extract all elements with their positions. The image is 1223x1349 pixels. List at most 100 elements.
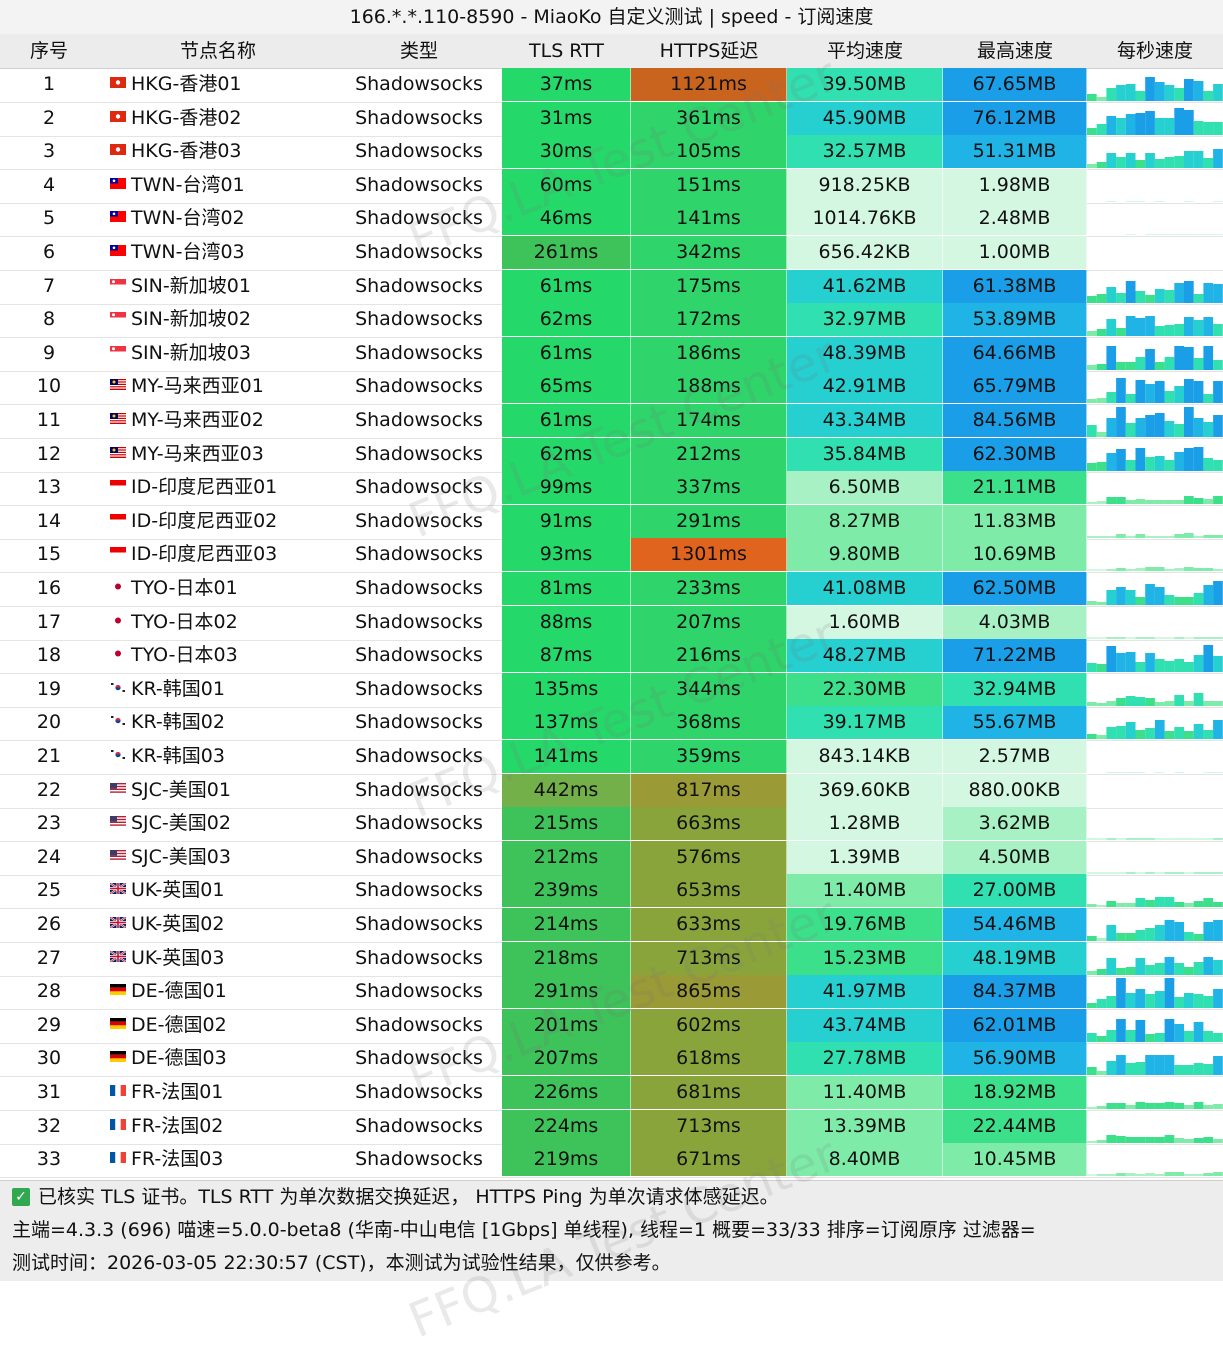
column-header-avg-speed[interactable]: 平均速度 — [826, 40, 903, 62]
table-row[interactable]: 17 TYO-日本02 Shadowsocks 88ms 207ms 1.60MB 4.03… — [0, 605, 1223, 641]
max-speed-cell: 1.00MB — [943, 236, 1087, 269]
column-header-max-speed[interactable]: 最高速度 — [976, 40, 1053, 62]
sparkline-bar — [1174, 386, 1184, 404]
https-latency-cell: 342ms — [631, 236, 787, 269]
sparkline-bar — [1096, 905, 1107, 908]
sparkline-bar — [1174, 838, 1184, 841]
table-row[interactable]: 25 UK-英国01 Shadowsocks 239ms 653ms 11.40MB 27.… — [0, 874, 1223, 910]
table-row[interactable]: 21 KR-韩国03 Shadowsocks 141ms 359ms 843.14KB 2.… — [0, 740, 1223, 775]
node-type: Shadowsocks — [355, 207, 483, 230]
sparkline-bar — [1154, 962, 1165, 975]
table-row[interactable]: 2 HKG-香港02 Shadowsocks 31ms 361ms 45.90MB 76.1… — [0, 101, 1223, 137]
table-row[interactable]: 28 DE-德国01 Shadowsocks 291ms 865ms 41.97MB 84.… — [0, 975, 1223, 1011]
table-row[interactable]: 13 ID-印度尼西亚01 Shadowsocks 99ms 337ms 6.50MB 21… — [0, 471, 1223, 507]
column-header-https[interactable]: HTTPS延迟 — [659, 40, 759, 62]
node-name-text: FR-法国02 — [131, 1114, 224, 1137]
table-row[interactable]: 29 DE-德国02 Shadowsocks 201ms 602ms 43.74MB 62.… — [0, 1008, 1223, 1044]
sparkline-bar — [1106, 727, 1117, 740]
table-row[interactable]: 33 FR-法国03 Shadowsocks 219ms 671ms 8.40MB 10.4… — [0, 1143, 1223, 1179]
per-second-sparkline — [1087, 303, 1223, 337]
sparkline-bar — [1154, 1136, 1165, 1143]
sparkline-bar — [1106, 925, 1117, 941]
node-type: Shadowsocks — [355, 1114, 483, 1137]
table-row[interactable]: 27 UK-英国03 Shadowsocks 218ms 713ms 15.23MB 48.… — [0, 941, 1223, 977]
sparkline-bar — [1184, 234, 1194, 236]
row-index: 5 — [42, 207, 56, 230]
table-row[interactable]: 3 HKG-香港03 Shadowsocks 30ms 105ms 32.57MB 51.3… — [0, 135, 1223, 171]
sparkline-bar — [1096, 938, 1107, 941]
sparkline-bar — [1106, 418, 1117, 437]
sparkline-bar — [1184, 662, 1194, 673]
sparkline-bar — [1164, 1018, 1175, 1042]
row-index: 30 — [36, 1047, 62, 1070]
sparkline-bar — [1184, 636, 1194, 639]
sparkline-bar — [1116, 85, 1126, 101]
table-row[interactable]: 11 MY-马来西亚02 Shadowsocks 61ms 174ms 43.34MB 84… — [0, 404, 1223, 439]
sparkline-bar — [1106, 535, 1117, 538]
sparkline-bar — [1203, 121, 1214, 135]
sparkline-bar — [1193, 636, 1204, 639]
node-name: TWN-台湾01 — [100, 169, 336, 202]
sparkline-bar — [1193, 994, 1204, 1009]
sparkline-bar — [1193, 655, 1204, 673]
tls-rtt-cell: 46ms — [502, 202, 631, 236]
table-row[interactable]: 18 TYO-日本03 Shadowsocks 87ms 216ms 48.27MB 71.… — [0, 639, 1223, 675]
table-row[interactable]: 16 TYO-日本01 Shadowsocks 81ms 233ms 41.08MB 62.… — [0, 572, 1223, 607]
sparkline-bar — [1096, 999, 1107, 1009]
per-second-sparkline — [1087, 740, 1223, 773]
table-row[interactable]: 9 SIN-新加坡03 Shadowsocks 61ms 186ms 48.39MB 64.… — [0, 336, 1223, 372]
table-row[interactable]: 22 SJC-美国01 Shadowsocks 442ms 817ms 369.60KB 8… — [0, 773, 1223, 809]
table-row[interactable]: 4 TWN-台湾01 Shadowsocks 60ms 151ms 918.25KB 1.9… — [0, 168, 1223, 204]
sparkline-chart — [1087, 280, 1223, 303]
table-row[interactable]: 15 ID-印度尼西亚03 Shadowsocks 93ms 1301ms 9.80MB 1… — [0, 538, 1223, 574]
column-header-per-second[interactable]: 每秒速度 — [1116, 40, 1193, 62]
sparkline-bar — [1193, 871, 1204, 874]
table-row[interactable]: 32 FR-法国02 Shadowsocks 224ms 713ms 13.39MB 22.… — [0, 1109, 1223, 1145]
table-row[interactable]: 7 SIN-新加坡01 Shadowsocks 61ms 175ms 41.62MB 61.… — [0, 269, 1223, 305]
table-row[interactable]: 19 KR-韩国01 Shadowsocks 135ms 344ms 22.30MB 32.… — [0, 672, 1223, 708]
flag-icon-sg — [110, 345, 126, 357]
https-latency-cell: 1121ms — [631, 68, 787, 101]
tls-rtt-cell: 62ms — [502, 437, 631, 471]
https-latency-cell: 653ms — [631, 874, 787, 908]
tls-rtt-cell: 135ms — [502, 672, 631, 706]
sparkline-bar — [1154, 567, 1165, 572]
table-row[interactable]: 1 HKG-香港01 Shadowsocks 37ms 1121ms 39.50MB 67.… — [0, 68, 1223, 103]
sparkline-bar — [1174, 772, 1184, 773]
table-row[interactable]: 12 MY-马来西亚03 Shadowsocks 62ms 212ms 35.84MB 62… — [0, 437, 1223, 473]
sparkline-bar — [1213, 772, 1223, 773]
column-header-tls-rtt[interactable]: TLS RTT — [529, 40, 604, 62]
column-header-name[interactable]: 节点名称 — [179, 40, 256, 62]
table-row[interactable]: 20 KR-韩国02 Shadowsocks 137ms 368ms 39.17MB 55.… — [0, 706, 1223, 742]
sparkline-bar — [1135, 380, 1146, 404]
sparkline-bar — [1154, 455, 1165, 471]
table-row[interactable]: 30 DE-德国03 Shadowsocks 207ms 618ms 27.78MB 56.… — [0, 1042, 1223, 1078]
table-row[interactable]: 23 SJC-美国02 Shadowsocks 215ms 663ms 1.28MB 3.6… — [0, 807, 1223, 843]
sparkline-bar — [1164, 1102, 1175, 1109]
table-row[interactable]: 5 TWN-台湾02 Shadowsocks 46ms 141ms 1014.76KB 2.… — [0, 202, 1223, 238]
sparkline-bar — [1106, 1103, 1117, 1109]
table-row[interactable]: 8 SIN-新加坡02 Shadowsocks 62ms 172ms 32.97MB 53.… — [0, 303, 1223, 339]
sparkline-bar — [1174, 234, 1184, 236]
sparkline-bar — [1174, 1137, 1184, 1143]
tls-rtt-cell: 212ms — [502, 840, 631, 874]
tls-note-text: 已核实 TLS 证书。TLS RTT 为单次数据交换延迟， HTTPS Ping… — [38, 1186, 779, 1208]
table-row[interactable]: 10 MY-马来西亚01 Shadowsocks 65ms 188ms 42.91MB 65… — [0, 370, 1223, 406]
table-row[interactable]: 24 SJC-美国03 Shadowsocks 212ms 576ms 1.39MB 4.5… — [0, 840, 1223, 876]
sparkline-bar — [1193, 293, 1204, 303]
tls-rtt-cell: 37ms — [502, 68, 631, 101]
sparkline-bar — [1213, 121, 1223, 135]
table-row[interactable]: 14 ID-印度尼西亚02 Shadowsocks 91ms 291ms 8.27MB 11… — [0, 504, 1223, 540]
sparkline-bar — [1125, 871, 1136, 874]
node-name-text: MY-马来西亚01 — [131, 375, 264, 398]
table-row[interactable]: 31 FR-法国01 Shadowsocks 226ms 681ms 11.40MB 18.… — [0, 1076, 1223, 1111]
column-header-index[interactable]: 序号 — [29, 40, 68, 62]
sparkline-bar — [1106, 1134, 1117, 1143]
https-latency-cell: 671ms — [631, 1143, 787, 1177]
sparkline-bar — [1116, 697, 1126, 706]
table-row[interactable]: 26 UK-英国02 Shadowsocks 214ms 633ms 19.76MB 54.… — [0, 908, 1223, 943]
sparkline-bar — [1145, 567, 1155, 572]
column-header-type[interactable]: 类型 — [399, 40, 438, 62]
node-type: Shadowsocks — [355, 913, 483, 935]
table-row[interactable]: 6 TWN-台湾03 Shadowsocks 261ms 342ms 656.42KB 1.… — [0, 236, 1223, 271]
